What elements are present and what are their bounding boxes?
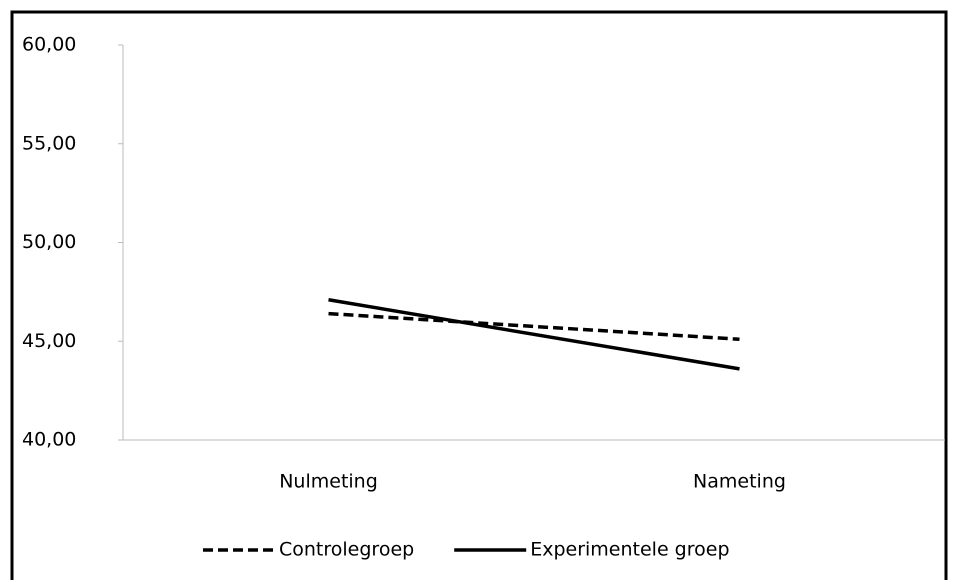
series-line bbox=[328, 298, 740, 371]
legend-label: Experimentele groep bbox=[530, 539, 729, 561]
x-tick-label: Nameting bbox=[693, 471, 786, 493]
y-tick-label: 45,00 bbox=[22, 330, 76, 352]
x-tick-label: Nulmeting bbox=[279, 471, 378, 493]
chart-frame bbox=[10, 10, 948, 580]
y-tick-label: 40,00 bbox=[22, 429, 76, 451]
series-line bbox=[328, 311, 740, 342]
y-tick-label: 60,00 bbox=[22, 34, 76, 56]
y-tick-label: 55,00 bbox=[22, 132, 76, 154]
y-tick-label: 50,00 bbox=[22, 231, 76, 253]
legend-label: Controlegroep bbox=[279, 539, 414, 561]
